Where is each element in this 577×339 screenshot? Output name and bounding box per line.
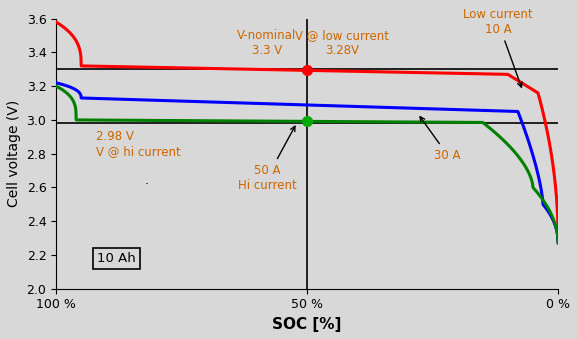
Text: 30 A: 30 A <box>420 117 461 162</box>
Text: Low current
10 A: Low current 10 A <box>463 7 533 87</box>
Text: 50 A
Hi current: 50 A Hi current <box>238 126 297 192</box>
Text: 10 Ah: 10 Ah <box>97 252 136 265</box>
Text: 2.98 V
V @ hi current: 2.98 V V @ hi current <box>96 130 181 158</box>
Text: V @ low current
3.28V: V @ low current 3.28V <box>295 29 389 58</box>
Y-axis label: Cell voltage (V): Cell voltage (V) <box>7 100 21 207</box>
Text: V-nominal
3.3 V: V-nominal 3.3 V <box>237 29 297 58</box>
Text: .: . <box>144 174 148 187</box>
X-axis label: SOC [%]: SOC [%] <box>272 317 342 332</box>
